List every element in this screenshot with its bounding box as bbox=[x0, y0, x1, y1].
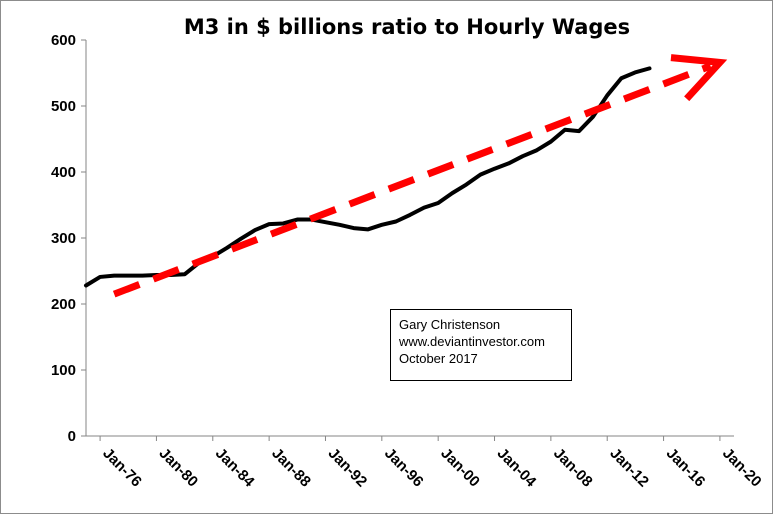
x-tick-label: Jan-04 bbox=[494, 445, 540, 491]
attribution-date: October 2017 bbox=[399, 351, 478, 366]
series-line-m3-wage-ratio bbox=[84, 66, 652, 288]
series-layer bbox=[84, 54, 728, 298]
x-tick-label: Jan-76 bbox=[99, 445, 145, 491]
attribution-note: Gary Christenson www.deviantinvestor.com… bbox=[390, 309, 572, 381]
y-tick-label: 200 bbox=[51, 296, 76, 313]
y-tick-label: 0 bbox=[68, 428, 76, 445]
x-tick-label: Jan-84 bbox=[212, 445, 258, 491]
x-tick-label: Jan-88 bbox=[268, 445, 314, 491]
y-tick-label: 400 bbox=[51, 164, 76, 181]
x-tick-label: Jan-00 bbox=[437, 445, 483, 491]
attribution-author: Gary Christenson bbox=[399, 317, 501, 332]
x-tick-label: Jan-96 bbox=[381, 445, 427, 491]
x-tick-label: Jan-80 bbox=[156, 445, 202, 491]
x-tick-label: Jan-12 bbox=[606, 445, 652, 491]
chart-title: M3 in $ billions ratio to Hourly Wages bbox=[184, 15, 630, 39]
trend-arrow-head bbox=[670, 54, 728, 102]
x-tick-label: Jan-08 bbox=[550, 445, 596, 491]
x-tick-label: Jan-92 bbox=[325, 445, 371, 491]
y-tick-label: 100 bbox=[51, 362, 76, 379]
x-axis-ticks: Jan-76 Jan-80 Jan-84 Jan-88 Jan-92 Jan-96 Jan-… bbox=[99, 436, 765, 491]
y-tick-label: 600 bbox=[51, 32, 76, 49]
x-tick-label: Jan-20 bbox=[719, 445, 765, 491]
trend-arrow-line bbox=[112, 62, 712, 298]
x-tick-label: Jan-16 bbox=[663, 445, 709, 491]
attribution-website: www.deviantinvestor.com bbox=[399, 334, 545, 349]
y-tick-label: 500 bbox=[51, 98, 76, 115]
y-tick-label: 300 bbox=[51, 230, 76, 247]
y-axis-ticks: 0 100 200 300 400 500 600 bbox=[51, 32, 86, 445]
